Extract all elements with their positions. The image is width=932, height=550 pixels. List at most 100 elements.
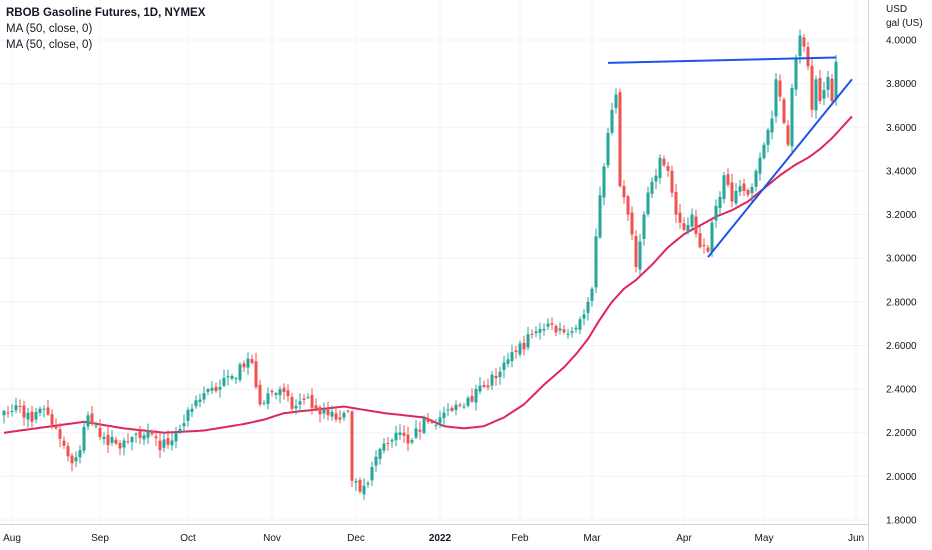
candle	[786, 120, 790, 147]
candle	[106, 426, 110, 453]
candle	[646, 186, 650, 217]
candle	[190, 403, 194, 418]
candle	[214, 382, 218, 393]
x-tick-label: Aug	[3, 533, 21, 544]
y-tick-label: 3.4000	[886, 166, 917, 177]
trendline-support[interactable]	[707, 78, 853, 258]
candle	[590, 286, 594, 307]
candle	[150, 429, 154, 437]
x-tick-label: Jun	[848, 533, 864, 544]
ma50-line	[3, 115, 853, 434]
candle	[194, 395, 198, 409]
candle	[350, 410, 354, 488]
candle	[154, 429, 158, 447]
candle	[174, 426, 178, 449]
chart-legend: RBOB Gasoline Futures, 1D, NYMEX MA (50,…	[6, 5, 205, 53]
candle	[318, 405, 322, 423]
candle	[626, 194, 630, 222]
candle	[734, 183, 738, 206]
candle	[614, 88, 618, 114]
x-tick-label: Dec	[347, 533, 365, 544]
candle	[670, 165, 674, 198]
candle	[6, 405, 10, 418]
candle	[482, 380, 486, 389]
candle	[818, 69, 822, 105]
candle	[46, 399, 50, 417]
candle	[330, 405, 334, 421]
symbol-title[interactable]: RBOB Gasoline Futures, 1D, NYMEX	[6, 7, 206, 19]
candle	[358, 477, 362, 494]
y-tick-label: 1.8000	[886, 516, 917, 527]
y-tick-label: 2.0000	[886, 472, 917, 483]
candle	[250, 354, 254, 365]
candle	[494, 368, 498, 386]
candle	[370, 461, 374, 487]
candle	[478, 377, 482, 395]
candle	[86, 411, 90, 431]
candle	[22, 400, 26, 426]
candle	[498, 366, 502, 385]
candle	[562, 325, 566, 335]
candle	[546, 318, 550, 331]
candle	[210, 381, 214, 395]
candle	[230, 373, 234, 381]
x-tick-label: Feb	[511, 533, 529, 544]
y-tick-label: 3.8000	[886, 79, 917, 90]
y-tick-label: 2.2000	[886, 428, 917, 439]
candle	[650, 177, 654, 199]
y-tick-label: 4.0000	[886, 36, 917, 47]
candle	[738, 179, 742, 197]
candle	[186, 407, 190, 427]
time-axis[interactable]: Aug Sep Oct Nov Dec 2022 Feb Mar Apr May Jun	[0, 524, 868, 545]
ma-indicator-label-2[interactable]: MA (50, close, 0)	[6, 39, 93, 51]
candle	[774, 73, 778, 123]
x-tick-label: Sep	[91, 533, 109, 544]
candle	[686, 217, 690, 235]
candle	[770, 110, 774, 140]
candle	[410, 437, 414, 445]
candle	[782, 97, 786, 125]
candle	[366, 480, 370, 488]
price-axis[interactable]: 4.0000 3.8000 3.6000 3.4000 3.2000 3.0000 2.80…	[868, 0, 923, 550]
candle	[110, 430, 114, 447]
candle	[466, 395, 470, 408]
candle	[326, 401, 330, 421]
candle	[490, 371, 494, 391]
candle	[402, 425, 406, 443]
candle	[826, 71, 830, 98]
candle	[602, 163, 606, 206]
candle	[378, 447, 382, 465]
candle	[54, 418, 58, 430]
candle	[122, 437, 126, 456]
candle	[438, 410, 442, 429]
candle	[334, 407, 338, 423]
y-tick-label: 2.8000	[886, 297, 917, 308]
candle	[694, 209, 698, 238]
candle	[222, 369, 226, 388]
candle	[522, 335, 526, 356]
y-tick-label: 2.4000	[886, 385, 917, 396]
candle	[538, 322, 542, 340]
candle	[394, 425, 398, 447]
y-tick-label: 3.0000	[886, 254, 917, 265]
candle	[26, 407, 30, 428]
x-tick-label: 2022	[429, 533, 452, 544]
candle	[730, 173, 734, 208]
y-axis-unit-label: gal (US)	[886, 18, 923, 29]
candle	[346, 409, 350, 414]
candle	[450, 405, 454, 413]
candle	[258, 379, 262, 407]
candle	[630, 206, 634, 240]
candle	[462, 402, 466, 410]
ma-indicator-label-1[interactable]: MA (50, close, 0)	[6, 23, 93, 35]
candle	[126, 433, 130, 445]
candle	[218, 379, 222, 398]
candle	[742, 179, 746, 197]
candle	[598, 186, 602, 239]
candle	[254, 352, 258, 390]
candle	[306, 393, 310, 400]
candle	[362, 478, 366, 500]
trendline-resistance[interactable]	[607, 56, 837, 64]
candle	[662, 155, 666, 168]
